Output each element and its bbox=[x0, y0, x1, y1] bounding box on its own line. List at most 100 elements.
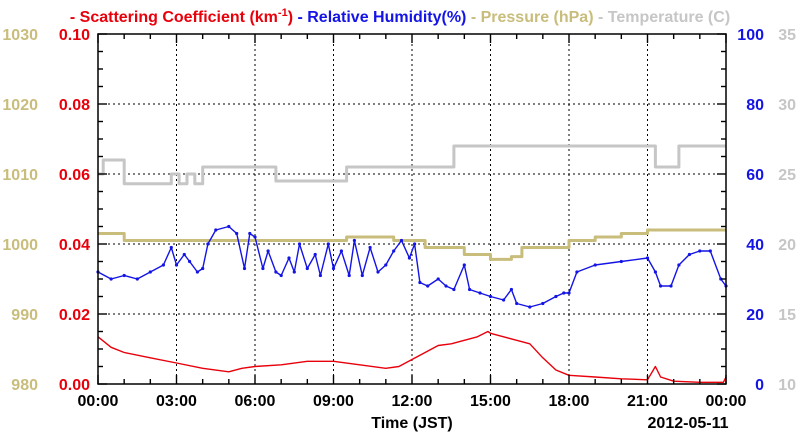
relative-humidity-point bbox=[292, 270, 296, 274]
axes: 00:00 03:00 06:00 09:00 12:00 15:00 18:00 21:00… bbox=[2, 27, 796, 410]
pressure-tick-label: 1020 bbox=[2, 97, 38, 114]
relative-humidity-point bbox=[253, 235, 257, 239]
date-label: 2012-05-11 bbox=[648, 415, 729, 432]
relative-humidity-point bbox=[214, 228, 218, 232]
x-tick-label: 21:00 bbox=[627, 393, 668, 410]
temperature-tick-label: 10 bbox=[778, 377, 796, 394]
legend-label: Pressure (hPa) bbox=[481, 9, 594, 26]
relative-humidity-point bbox=[347, 273, 351, 278]
relative-humidity-point bbox=[318, 273, 322, 278]
relative-humidity-point bbox=[653, 270, 658, 274]
x-tick-label: 12:00 bbox=[392, 393, 433, 410]
relative-humidity-point bbox=[708, 249, 712, 253]
relative-humidity-point bbox=[384, 263, 388, 267]
relative-humidity-point bbox=[376, 270, 380, 274]
relative-humidity-point bbox=[436, 277, 440, 281]
relative-humidity-point bbox=[677, 263, 681, 267]
relative-humidity-point bbox=[687, 252, 692, 257]
x-tick-label: 03:00 bbox=[156, 393, 197, 410]
pressure-tick-label: 1000 bbox=[2, 237, 38, 254]
pressure-tick-label: 1030 bbox=[2, 27, 38, 44]
relative-humidity-point bbox=[488, 294, 493, 299]
x-tick-label: 00:00 bbox=[78, 393, 119, 410]
x-tick-label: 15:00 bbox=[470, 393, 511, 410]
relative-humidity-point bbox=[122, 273, 126, 278]
relative-humidity-point bbox=[659, 284, 663, 288]
axis-labels: Time (JST) 2012-05-11 bbox=[371, 415, 728, 432]
relative-humidity-point bbox=[645, 256, 650, 260]
humidity-tick-label: 20 bbox=[746, 307, 764, 324]
relative-humidity-point bbox=[562, 291, 566, 295]
relative-humidity-point bbox=[352, 238, 356, 243]
x-tick-label: 18:00 bbox=[549, 393, 590, 410]
relative-humidity-point bbox=[619, 259, 623, 264]
relative-humidity-point bbox=[266, 249, 270, 253]
relative-humidity-point bbox=[148, 270, 152, 274]
legend-label: Scattering Coefficient (km bbox=[80, 9, 278, 26]
relative-humidity-point bbox=[399, 238, 404, 243]
legend: - Scattering Coefficient (km-1) - Relati… bbox=[70, 7, 730, 26]
relative-humidity-point bbox=[719, 277, 723, 281]
relative-humidity-point bbox=[392, 249, 396, 253]
relative-humidity-point bbox=[313, 252, 317, 257]
humidity-tick-label: 60 bbox=[746, 167, 764, 184]
relative-humidity-point bbox=[468, 287, 472, 292]
relative-humidity-point bbox=[418, 280, 422, 285]
humidity-tick-label: 100 bbox=[737, 27, 764, 44]
relative-humidity-point bbox=[201, 266, 205, 271]
x-tick-label: 00:00 bbox=[706, 393, 747, 410]
x-axis-label: Time (JST) bbox=[371, 415, 453, 432]
relative-humidity-point bbox=[452, 287, 456, 292]
relative-humidity-point bbox=[567, 291, 571, 295]
relative-humidity-point bbox=[182, 252, 186, 257]
relative-humidity-point bbox=[360, 273, 364, 278]
scattering-tick-label: 0.06 bbox=[59, 167, 90, 184]
legend-marker: - bbox=[466, 9, 480, 26]
relative-humidity-point bbox=[287, 256, 291, 260]
relative-humidity-point bbox=[242, 266, 247, 271]
temperature-tick-label: 30 bbox=[778, 97, 796, 114]
legend-marker: - bbox=[293, 9, 307, 26]
scattering-tick-label: 0.04 bbox=[59, 237, 90, 254]
pressure-line bbox=[98, 228, 726, 261]
legend-label: Temperature (C) bbox=[608, 9, 730, 26]
relative-humidity-point bbox=[227, 224, 231, 229]
temperature-tick-label: 20 bbox=[778, 237, 796, 254]
relative-humidity-point bbox=[195, 270, 199, 274]
relative-humidity-line bbox=[97, 225, 727, 308]
scattering-tick-label: 0.02 bbox=[59, 307, 90, 324]
relative-humidity-point bbox=[297, 242, 302, 246]
relative-humidity-point bbox=[109, 277, 113, 281]
relative-humidity-point bbox=[528, 305, 532, 309]
relative-humidity-point bbox=[274, 270, 278, 274]
scattering-coefficient-line bbox=[97, 330, 727, 383]
legend-marker: - bbox=[70, 9, 80, 26]
relative-humidity-point bbox=[515, 301, 519, 306]
relative-humidity-point bbox=[462, 263, 466, 267]
scattering-tick-label: 0.08 bbox=[59, 97, 90, 114]
legend-marker: - bbox=[594, 9, 608, 26]
scattering-tick-label: 0.10 bbox=[59, 27, 90, 44]
relative-humidity-point bbox=[279, 273, 283, 278]
temperature-tick-label: 25 bbox=[778, 167, 796, 184]
relative-humidity-point bbox=[261, 266, 265, 271]
relative-humidity-point bbox=[326, 242, 330, 246]
relative-humidity-point bbox=[407, 256, 411, 260]
pressure-tick-label: 980 bbox=[11, 377, 38, 394]
relative-humidity-point bbox=[188, 259, 192, 264]
relative-humidity-point bbox=[413, 242, 417, 246]
series-layer bbox=[96, 144, 728, 383]
scattering-tick-label: 0.00 bbox=[59, 377, 90, 394]
humidity-tick-label: 80 bbox=[746, 97, 764, 114]
pressure-tick-label: 990 bbox=[11, 307, 38, 324]
x-tick-label: 09:00 bbox=[313, 393, 354, 410]
legend-suffix: ) bbox=[288, 9, 293, 26]
relative-humidity-point bbox=[426, 284, 430, 288]
humidity-tick-label: 40 bbox=[746, 237, 764, 254]
x-tick-label: 06:00 bbox=[235, 393, 276, 410]
relative-humidity-point bbox=[444, 284, 448, 288]
relative-humidity-point bbox=[368, 245, 372, 250]
relative-humidity-point bbox=[509, 287, 513, 292]
